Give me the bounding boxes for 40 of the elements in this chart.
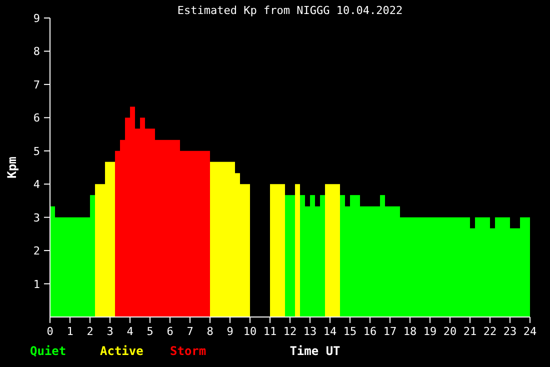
x-tick-label: 1 — [66, 325, 74, 338]
x-tick-label: 17 — [383, 325, 397, 338]
x-tick-label: 21 — [463, 325, 477, 338]
chart-title: Estimated Kp from NIGGG 10.04.2022 — [177, 4, 403, 17]
x-tick-label: 14 — [323, 325, 337, 338]
text: Storm — [170, 344, 206, 358]
x-tick-label: 10 — [243, 325, 257, 338]
x-tick-label: 23 — [503, 325, 517, 338]
x-tick-label: 15 — [343, 325, 357, 338]
x-tick-label: 2 — [86, 325, 94, 338]
y-tick-label: 6 — [33, 112, 40, 125]
y-tick-label: 3 — [33, 211, 40, 224]
x-tick-label: 19 — [423, 325, 437, 338]
y-axis-title: Kpm — [5, 156, 19, 178]
x-tick-label: 11 — [263, 325, 277, 338]
y-tick-label: 4 — [33, 178, 40, 192]
y-tick-label: 8 — [33, 45, 40, 58]
y-tick-label: 9 — [33, 12, 40, 25]
x-tick-label: 4 — [126, 325, 134, 338]
x-tick-label: 20 — [443, 325, 457, 338]
x-tick-label: 22 — [483, 325, 497, 338]
y-tick-label: 7 — [33, 78, 40, 92]
x-tick-label: 0 — [46, 325, 54, 338]
y-tick-label: 1 — [33, 278, 40, 291]
x-tick-label: 9 — [226, 325, 234, 338]
text: Active — [100, 344, 144, 358]
x-tick-label: 3 — [106, 325, 114, 338]
x-tick-label: 8 — [206, 325, 214, 338]
x-tick-label: 5 — [146, 325, 154, 338]
text: Quiet — [30, 344, 66, 358]
x-tick-label: 24 — [523, 325, 537, 338]
x-tick-label: 13 — [303, 325, 317, 338]
x-tick-label: 18 — [403, 325, 417, 338]
x-tick-label: 12 — [283, 325, 297, 338]
y-tick-label: 2 — [33, 244, 40, 258]
y-tick-label: 5 — [33, 144, 40, 158]
x-tick-label: 16 — [363, 325, 377, 338]
x-axis-title: Time UT — [290, 344, 340, 358]
x-tick-label: 7 — [186, 325, 194, 338]
x-tick-label: 6 — [166, 325, 174, 338]
